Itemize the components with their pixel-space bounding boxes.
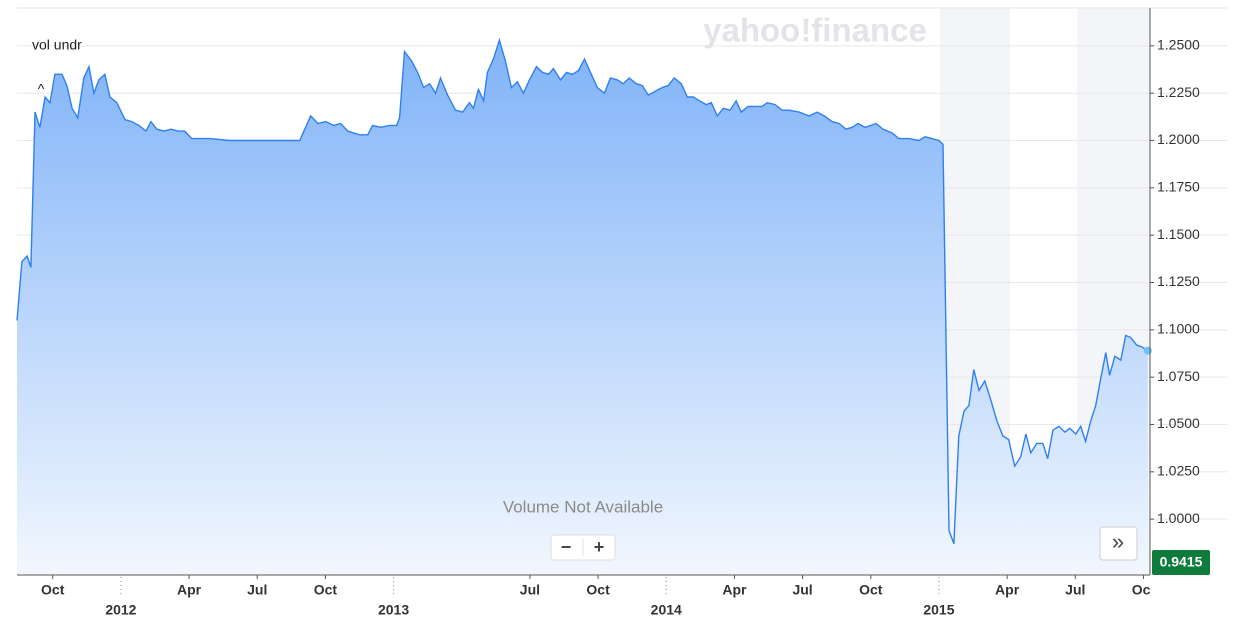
x-tick-label: Oct [41, 582, 65, 598]
collapse-toggle[interactable]: ^ [38, 81, 45, 97]
y-tick-label: 1.1500 [1157, 226, 1200, 242]
x-year-label: 2014 [651, 602, 682, 618]
y-tick-label: 1.2500 [1157, 37, 1200, 53]
price-tag [1152, 550, 1210, 575]
y-tick-label: 1.0500 [1157, 415, 1200, 431]
x-tick-label: Jul [1065, 582, 1085, 598]
plot [16, 37, 1152, 575]
expand-icon[interactable]: » [1112, 529, 1124, 554]
expand-button[interactable] [1099, 526, 1138, 561]
x-tick-label: Oct [1132, 582, 1156, 598]
watermark: yahoo!finance [703, 12, 927, 49]
line [16, 37, 1149, 545]
x-tick-label: Oct [586, 582, 610, 598]
indicator-label: vol undr [32, 37, 82, 53]
y-tick-label: 1.0000 [1157, 510, 1200, 526]
x-tick-label: Oct [859, 582, 883, 598]
x-tick-label: Apr [177, 582, 202, 598]
x-tick-label: Jul [247, 582, 267, 598]
x-tick-label: Jul [792, 582, 812, 598]
x-year-label: 2015 [923, 602, 954, 618]
y-tick-label: 1.0250 [1157, 463, 1200, 479]
y-tick-label: 1.0750 [1157, 368, 1200, 384]
y-tick-label: 1.1250 [1157, 273, 1200, 289]
y-tick-label: 1.2250 [1157, 84, 1200, 100]
price-tag-label: 0.9415 [1160, 554, 1203, 570]
last-point [1143, 346, 1152, 355]
x-year-label: 2012 [105, 602, 136, 618]
zoom-in[interactable]: + [594, 537, 605, 557]
volume-note: Volume Not Available [503, 497, 663, 516]
x-tick-label: Oct [314, 582, 338, 598]
area [17, 40, 1148, 575]
x-year-label: 2013 [378, 602, 409, 618]
y-tick-label: 1.2000 [1157, 131, 1200, 147]
ticks: 1.0000 1.0250 1.0500 1.0750 1.1000 1.1250 1.15… [41, 37, 1200, 618]
y-tick-label: 1.1000 [1157, 321, 1200, 337]
x-tick-label: Apr [995, 582, 1020, 598]
y-tick-label: 1.1750 [1157, 179, 1200, 195]
zoom-out[interactable]: − [561, 537, 572, 557]
x-tick-label: Apr [722, 582, 747, 598]
x-tick-label: Jul [520, 582, 540, 598]
